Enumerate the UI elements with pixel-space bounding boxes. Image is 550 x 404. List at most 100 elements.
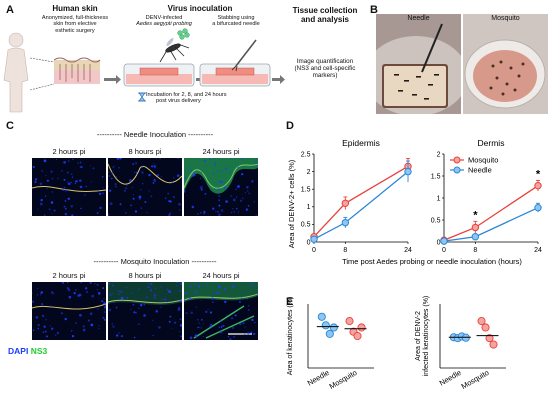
dapi-nucleus — [116, 158, 120, 160]
dapi-nucleus — [152, 179, 154, 181]
dapi-nucleus — [57, 177, 59, 179]
dapi-nucleus — [108, 185, 109, 188]
dapi-nucleus — [158, 326, 161, 329]
dapi-nucleus — [70, 330, 73, 332]
dapi-nucleus — [171, 181, 174, 183]
dapi-nucleus — [153, 163, 155, 165]
dapi-nucleus — [32, 165, 35, 169]
dapi-nucleus — [82, 325, 85, 328]
dapi-nucleus — [32, 301, 35, 303]
dapi-nucleus — [150, 195, 153, 198]
dapi-nucleus — [241, 158, 244, 161]
dapi-nucleus — [49, 305, 51, 308]
dapi-nucleus — [63, 161, 66, 164]
y-tick-label: 2 — [307, 169, 311, 176]
panel-b-label: B — [370, 4, 378, 16]
dapi-nucleus — [235, 188, 237, 190]
image-quantification-desc: Image quantification (NS3 and cell-speci… — [284, 58, 366, 80]
human-skin-desc-line-1: Anonymized, full-thickness — [41, 15, 109, 21]
dapi-nucleus — [233, 336, 235, 338]
dapi-nucleus — [89, 282, 92, 285]
dapi-nucleus — [184, 176, 187, 180]
y-tick-label: 0 — [437, 239, 441, 246]
dapi-nucleus — [103, 318, 106, 321]
dapi-nucleus — [202, 322, 205, 324]
dapi-nucleus — [255, 158, 257, 159]
dapi-nucleus — [45, 335, 48, 338]
dapi-nucleus — [230, 195, 232, 197]
dapi-nucleus — [108, 174, 111, 178]
dapi-nucleus — [32, 292, 34, 294]
dapi-nucleus — [212, 301, 214, 303]
series-line-needle — [313, 171, 409, 240]
human-skin-desc-line-2: skin from elective — [53, 21, 97, 28]
dapi-nucleus — [89, 165, 92, 167]
dapi-nucleus — [180, 335, 182, 338]
dapi-nucleus — [202, 335, 205, 338]
dapi-nucleus — [32, 329, 35, 331]
dapi-nucleus — [168, 290, 171, 293]
dapi-nucleus — [147, 286, 150, 289]
dapi-nucleus — [132, 303, 135, 306]
dapi-nucleus — [218, 199, 220, 201]
incubation-line-1: Incubation for 2, 8, and 24 hours — [146, 92, 227, 98]
dapi-nucleus — [110, 177, 113, 180]
dapi-nucleus — [251, 180, 254, 183]
dapi-nucleus — [152, 334, 154, 337]
dapi-nucleus — [232, 158, 235, 159]
tissue-title-line-2: and analysis — [300, 15, 350, 25]
x-tick-label: 8 — [473, 247, 477, 254]
dapi-nuclei — [184, 158, 258, 216]
dapi-nucleus — [115, 306, 118, 309]
dapi-nucleus — [218, 213, 221, 216]
dapi-nucleus — [36, 294, 38, 296]
dapi-nucleus — [248, 305, 250, 307]
dapi-nucleus — [244, 326, 246, 328]
dapi-nucleus — [112, 325, 115, 328]
dapi-nucleus — [237, 211, 239, 213]
dapi-nucleus — [255, 167, 257, 169]
dapi-nucleus — [180, 282, 182, 286]
dapi-nucleus — [229, 338, 232, 340]
micrograph-mosquito-24h — [184, 282, 258, 340]
panel-d-charts: Area of DENV-2+ cells (%) Time post Aede… — [287, 138, 542, 266]
y-tick-label: 1.5 — [431, 173, 441, 180]
dapi-nucleus — [91, 294, 95, 298]
y-tick-label: 0 — [307, 239, 311, 246]
dapi-nucleus — [166, 288, 169, 291]
dapi-nucleus — [225, 314, 227, 316]
dapi-nucleus — [113, 301, 115, 303]
dapi-nucleus — [63, 178, 66, 181]
dapi-nucleus — [68, 295, 72, 299]
dapi-nucleus — [232, 208, 234, 210]
dapi-nucleus — [220, 180, 223, 184]
legend-marker — [453, 156, 461, 164]
dapi-nucleus — [242, 197, 244, 199]
dapi-nucleus — [185, 312, 188, 315]
dapi-nucleus — [137, 323, 140, 326]
legend-marker — [453, 166, 461, 174]
dapi-nucleus — [40, 291, 44, 294]
needle-desc-line-1: Stabbing using — [217, 15, 255, 21]
data-point-needle — [471, 233, 480, 241]
dapi-nucleus — [257, 293, 258, 296]
dapi-nucleus — [53, 209, 56, 212]
dapi-nucleus — [168, 213, 171, 216]
dapi-nucleus — [199, 186, 203, 189]
chart-title: Epidermis — [342, 138, 380, 148]
dapi-nucleus — [224, 167, 228, 170]
dapi-nucleus — [169, 315, 172, 318]
dapi-nucleus — [64, 317, 67, 321]
dapi-nucleus — [103, 298, 105, 300]
dapi-nucleus — [96, 212, 99, 214]
dapi-nucleus — [184, 299, 186, 302]
dapi-nucleus — [225, 200, 228, 203]
dapi-nucleus — [42, 316, 45, 318]
needle-inoculation-header: ---------- Needle Inoculation ---------- — [96, 130, 214, 139]
dapi-nucleus — [195, 306, 197, 308]
panel-a-schematic — [3, 28, 285, 113]
dapi-nucleus — [250, 331, 253, 334]
dapi-nucleus — [131, 187, 133, 189]
dapi-nucleus — [51, 191, 54, 193]
